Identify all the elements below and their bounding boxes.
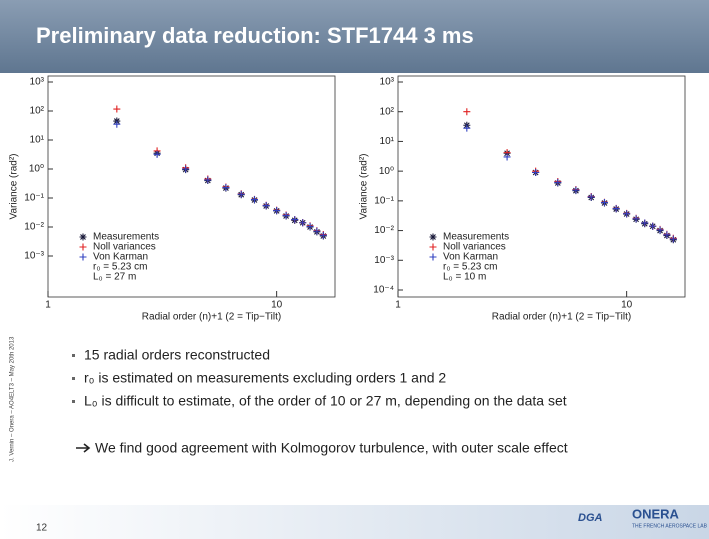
data-point xyxy=(313,227,321,235)
legend-marker xyxy=(79,243,87,251)
data-point xyxy=(532,169,540,177)
legend-label: Measurements xyxy=(93,232,159,243)
data-point xyxy=(554,178,562,186)
annotation: r₀ = 5.23 cm xyxy=(443,262,497,273)
legend-label: Noll variances xyxy=(93,242,156,253)
annotation: L₀ = 27 m xyxy=(93,272,136,283)
legend-label: Noll variances xyxy=(443,242,506,253)
legend-marker xyxy=(429,253,437,261)
legend-marker xyxy=(429,233,437,241)
y-tick-label: 10³ xyxy=(30,77,45,88)
y-axis-label: Variance (rad²) xyxy=(359,154,370,220)
y-tick-label: 10⁰ xyxy=(29,164,44,175)
data-point xyxy=(463,108,471,116)
data-point xyxy=(649,222,657,230)
data-point xyxy=(319,231,327,239)
data-point xyxy=(306,222,314,230)
sidebar xyxy=(0,73,26,539)
y-tick-label: 10¹ xyxy=(380,136,395,147)
legend-label: Von Karman xyxy=(443,252,498,263)
annotation: r₀ = 5.23 cm xyxy=(93,262,147,273)
data-point xyxy=(250,196,258,204)
y-tick-label: 10⁻¹ xyxy=(374,195,394,206)
bullet-dot xyxy=(72,400,75,403)
data-point xyxy=(623,210,631,218)
legend-marker xyxy=(79,233,87,241)
data-point xyxy=(282,211,290,219)
bullet: 15 radial orders reconstructed xyxy=(84,347,270,363)
data-point xyxy=(222,184,230,192)
y-tick-label: 10⁻¹ xyxy=(24,193,44,204)
y-tick-label: 10⁻³ xyxy=(374,255,394,266)
data-point xyxy=(153,150,161,158)
data-point xyxy=(262,202,270,210)
data-point xyxy=(600,199,608,207)
footer-band xyxy=(0,505,709,539)
x-tick-label: 10 xyxy=(271,300,283,311)
bullet: L₀ is difficult to estimate, of the orde… xyxy=(84,393,567,409)
x-tick-label: 1 xyxy=(395,300,401,311)
y-axis-label: Variance (rad²) xyxy=(9,154,20,220)
logo-onera: ONERA xyxy=(632,506,680,521)
bullet: r₀ is estimated on measurements excludin… xyxy=(84,370,446,386)
x-tick-label: 10 xyxy=(621,300,633,311)
sidebar-text: J. Vernin – Onera – AO4ELT3 – May 20th 2… xyxy=(10,336,16,462)
data-point xyxy=(204,176,212,184)
data-point xyxy=(641,219,649,227)
legend-label: Measurements xyxy=(443,232,509,243)
data-point xyxy=(587,193,595,201)
x-axis-label: Radial order (n)+1 (2 = Tip−Tilt) xyxy=(142,312,281,323)
y-tick-label: 10² xyxy=(30,106,45,117)
y-tick-label: 10⁻³ xyxy=(24,251,44,262)
y-tick-label: 10³ xyxy=(380,77,395,88)
data-point xyxy=(182,165,190,173)
y-tick-label: 10⁻² xyxy=(24,222,44,233)
data-point xyxy=(669,235,677,243)
data-point xyxy=(663,231,671,239)
plot-frame xyxy=(47,75,336,298)
slide-title: Preliminary data reduction: STF1744 3 ms xyxy=(36,23,474,48)
y-tick-label: 10¹ xyxy=(30,135,45,146)
data-point xyxy=(299,219,307,227)
header-band xyxy=(0,0,709,73)
x-axis-label: Radial order (n)+1 (2 = Tip−Tilt) xyxy=(492,312,631,323)
x-tick-label: 1 xyxy=(45,300,51,311)
data-point xyxy=(273,207,281,215)
conclusion: We find good agreement with Kolmogorov t… xyxy=(95,440,568,456)
y-tick-label: 10² xyxy=(380,106,395,117)
data-point xyxy=(463,124,471,132)
annotation: L₀ = 10 m xyxy=(443,272,486,283)
data-point xyxy=(503,153,511,161)
data-point xyxy=(113,105,121,113)
bullet-dot xyxy=(72,354,75,357)
legend-label: Von Karman xyxy=(93,252,148,263)
data-point xyxy=(113,120,121,128)
plot-frame xyxy=(397,75,686,298)
legend-marker xyxy=(429,243,437,251)
bullet-dot xyxy=(72,377,75,380)
data-point xyxy=(572,186,580,194)
data-point xyxy=(291,216,299,224)
y-tick-label: 10⁻² xyxy=(374,225,394,236)
legend-marker xyxy=(79,253,87,261)
y-tick-label: 10⁻⁴ xyxy=(373,285,394,296)
y-tick-label: 10⁰ xyxy=(379,166,394,177)
logo-dga: DGA xyxy=(578,512,603,524)
logo-tagline: THE FRENCH AEROSPACE LAB xyxy=(632,523,708,529)
arrow xyxy=(76,443,91,453)
data-point xyxy=(632,215,640,223)
data-point xyxy=(237,190,245,198)
data-point xyxy=(612,205,620,213)
data-point xyxy=(656,226,664,234)
page-number: 12 xyxy=(36,523,48,534)
